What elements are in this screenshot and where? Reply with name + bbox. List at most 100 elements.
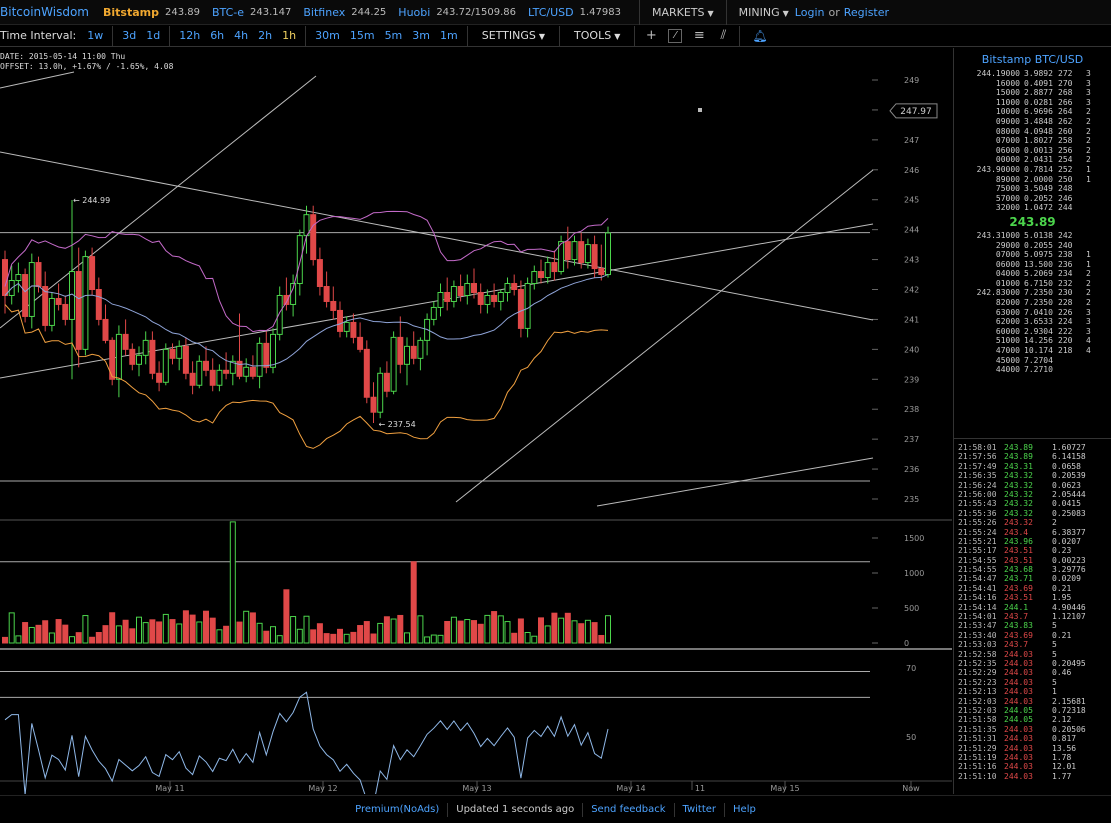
trade-amount: 0.20506 <box>1052 724 1086 734</box>
rsi-line <box>4 691 609 794</box>
interval-5m[interactable]: 5m <box>384 29 403 42</box>
trade-time: 21:51:58 <box>958 715 997 725</box>
price-chart[interactable]: 2492482472462452442432422412402392382372… <box>0 48 952 794</box>
asks-row: 15000 2.8877 268 3 <box>954 88 1111 98</box>
volume-bar <box>310 629 317 644</box>
bids-cell: 04000 <box>995 269 1020 279</box>
bids-cell: 07000 <box>995 250 1020 260</box>
trade-price: 243.69 <box>1004 630 1033 640</box>
price-tick-label: 246 <box>904 166 919 175</box>
candle-body <box>343 321 350 332</box>
login-link[interactable]: Login <box>794 5 825 19</box>
twitter-link[interactable]: Twitter <box>682 804 717 815</box>
trade-price: 244.05 <box>1004 705 1033 715</box>
volume-bar <box>350 631 357 644</box>
exchange-btce[interactable]: BTC-e <box>211 5 245 19</box>
asks-cell: 0.0281 <box>1024 97 1053 107</box>
trade-amount: 5 <box>1052 640 1057 650</box>
bids-cell: 240 <box>1058 240 1073 250</box>
exchange-ltcusd[interactable]: LTC/USD <box>528 5 574 19</box>
candle-body <box>357 336 364 350</box>
register-link[interactable]: Register <box>843 5 890 19</box>
volume-bar <box>115 625 122 644</box>
divider <box>724 802 726 817</box>
volume-bar <box>236 621 243 644</box>
trade-time: 21:52:03 <box>958 705 997 715</box>
interval-6h[interactable]: 6h <box>210 29 225 42</box>
interval-1m[interactable]: 1m <box>440 29 458 42</box>
mining-menu[interactable]: MINING ▼ <box>739 6 789 19</box>
interval-2h[interactable]: 2h <box>258 29 273 42</box>
candle-body <box>444 291 451 302</box>
asks-row: 244.19000 3.9892 272 3 <box>954 69 1111 79</box>
interval-3m[interactable]: 3m <box>412 29 430 42</box>
feedback-link[interactable]: Send feedback <box>591 804 666 815</box>
candle-body <box>95 289 102 320</box>
bids-cell: 51000 <box>995 336 1020 346</box>
bids-cell: 4 <box>1086 346 1091 356</box>
volume-bar <box>450 616 457 644</box>
interval-1d[interactable]: 1d <box>146 29 161 42</box>
asks-cell: 0.4091 <box>1024 78 1053 88</box>
trade-amount: 0.0207 <box>1052 536 1081 546</box>
exchange-price-btce: 243.147 <box>250 6 292 18</box>
trade-time: 21:56:00 <box>958 489 997 499</box>
candle-body <box>484 294 491 305</box>
volume-bar <box>330 633 337 644</box>
candle-body <box>417 339 424 359</box>
volume-bar <box>558 617 565 644</box>
trade-amount: 12.01 <box>1052 762 1077 772</box>
candle-body <box>270 333 276 368</box>
exchange-bitstamp[interactable]: Bitstamp <box>103 5 159 19</box>
bids-cell: 62000 <box>995 317 1020 327</box>
trade-time: 21:52:23 <box>958 677 997 687</box>
fib-tool-icon[interactable]: ⫽ <box>720 28 727 43</box>
tools-menu[interactable]: TOOLS ▼ <box>574 29 620 42</box>
interval-30m[interactable]: 30m <box>315 29 340 42</box>
trade-row: 21:56:24 243.32 0.0623 <box>954 481 1111 490</box>
markets-menu[interactable]: MARKETS ▼ <box>652 6 714 19</box>
asks-cell: 00000 <box>995 155 1020 165</box>
crosshair-icon[interactable]: + <box>645 28 657 43</box>
bids-row: 242.83000 7.2350 230 2 <box>954 288 1111 298</box>
candle-body <box>42 286 49 326</box>
interval-1w[interactable]: 1w <box>87 29 104 42</box>
trade-time: 21:52:13 <box>958 687 997 697</box>
interval-15m[interactable]: 15m <box>349 29 375 42</box>
candle-body <box>538 271 544 279</box>
trades-list: 21:58:01 243.89 1.60727 21:57:56 243.89 6.141… <box>954 438 1111 781</box>
interval-12h[interactable]: 12h <box>179 29 201 42</box>
hlines-tool-icon[interactable]: ≡ <box>693 28 705 43</box>
volume-bar <box>323 633 330 644</box>
interval-3d[interactable]: 3d <box>122 29 137 42</box>
asks-cell: 243.90000 <box>976 164 1020 174</box>
exchange-huobi[interactable]: Huobi <box>398 5 431 19</box>
bids-cell: 82000 <box>995 298 1020 308</box>
volume-bar <box>551 612 558 644</box>
bids-cell: 7.2350 <box>1024 298 1053 308</box>
trade-amount: 0.0623 <box>1052 480 1081 490</box>
candle-body <box>35 262 42 288</box>
interval-1h[interactable]: 1h <box>282 29 297 42</box>
settings-menu[interactable]: SETTINGS ▼ <box>482 29 545 42</box>
premium-link[interactable]: Premium(NoAds) <box>355 804 440 815</box>
x-axis-label: May 11 <box>155 784 184 793</box>
interval-4h[interactable]: 4h <box>234 29 249 42</box>
bids-cell: 222 <box>1058 326 1073 336</box>
exchange-price-bitfinex: 244.25 <box>351 6 387 18</box>
asks-cell: 246 <box>1058 193 1073 203</box>
brand-logo[interactable]: BitcoinWisdom <box>0 5 89 19</box>
bell-icon[interactable]: 🔔︎ <box>752 28 768 43</box>
line-tool-icon[interactable]: ⁄ <box>668 28 683 43</box>
candle-body <box>323 286 330 302</box>
asks-cell: 3.5049 <box>1024 184 1053 194</box>
help-link[interactable]: Help <box>733 804 756 815</box>
orderbook-panel: Bitstamp BTC/USD 244.19000 3.9892 272 3 1600… <box>953 48 1111 794</box>
candle-body <box>584 244 591 264</box>
volume-bar <box>464 619 471 644</box>
volume-bar <box>95 632 102 644</box>
candle-body <box>236 360 243 377</box>
candle-body <box>196 360 203 386</box>
price-tick-label: 241 <box>904 315 919 324</box>
exchange-bitfinex[interactable]: Bitfinex <box>303 5 346 19</box>
